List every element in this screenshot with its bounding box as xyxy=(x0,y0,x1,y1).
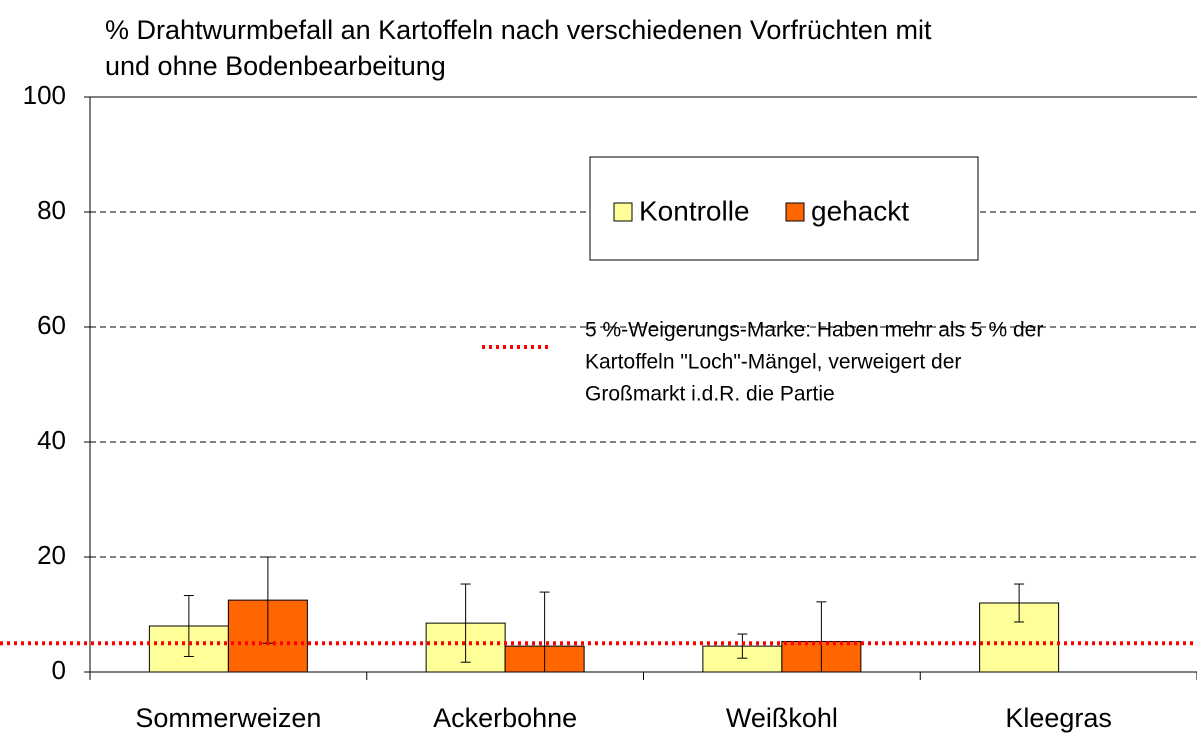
legend-label: Kontrolle xyxy=(639,195,750,226)
legend-label: gehackt xyxy=(811,195,909,226)
reference-label: 5 %-Weigerungs-Marke: Haben mehr als 5 %… xyxy=(585,319,1043,342)
plot-area xyxy=(148,556,1060,672)
legend-swatch xyxy=(785,202,805,222)
legend-swatch xyxy=(613,202,633,222)
reference-label: Großmarkt i.d.R. die Partie xyxy=(585,383,835,406)
y-tick-label: 80 xyxy=(37,195,66,225)
y-tick-label: 0 xyxy=(52,655,66,685)
x-tick-label: Sommerweizen xyxy=(135,703,321,733)
y-tick-label: 100 xyxy=(23,80,66,110)
reference-label: Kartoffeln "Loch"-Mängel, verweigert der xyxy=(585,351,961,374)
x-tick-label: Ackerbohne xyxy=(433,703,577,733)
bar xyxy=(979,602,1060,672)
x-tick-label: Weißkohl xyxy=(726,703,838,733)
y-tick-label: 20 xyxy=(37,540,66,570)
chart-title: und ohne Bodenbearbeitung xyxy=(105,51,446,81)
legend-box xyxy=(589,156,979,261)
chart-title: % Drahtwurmbefall an Kartoffeln nach ver… xyxy=(105,15,932,45)
y-tick-label: 60 xyxy=(37,310,66,340)
y-tick-label: 40 xyxy=(37,425,66,455)
x-tick-label: Kleegras xyxy=(1005,703,1112,733)
